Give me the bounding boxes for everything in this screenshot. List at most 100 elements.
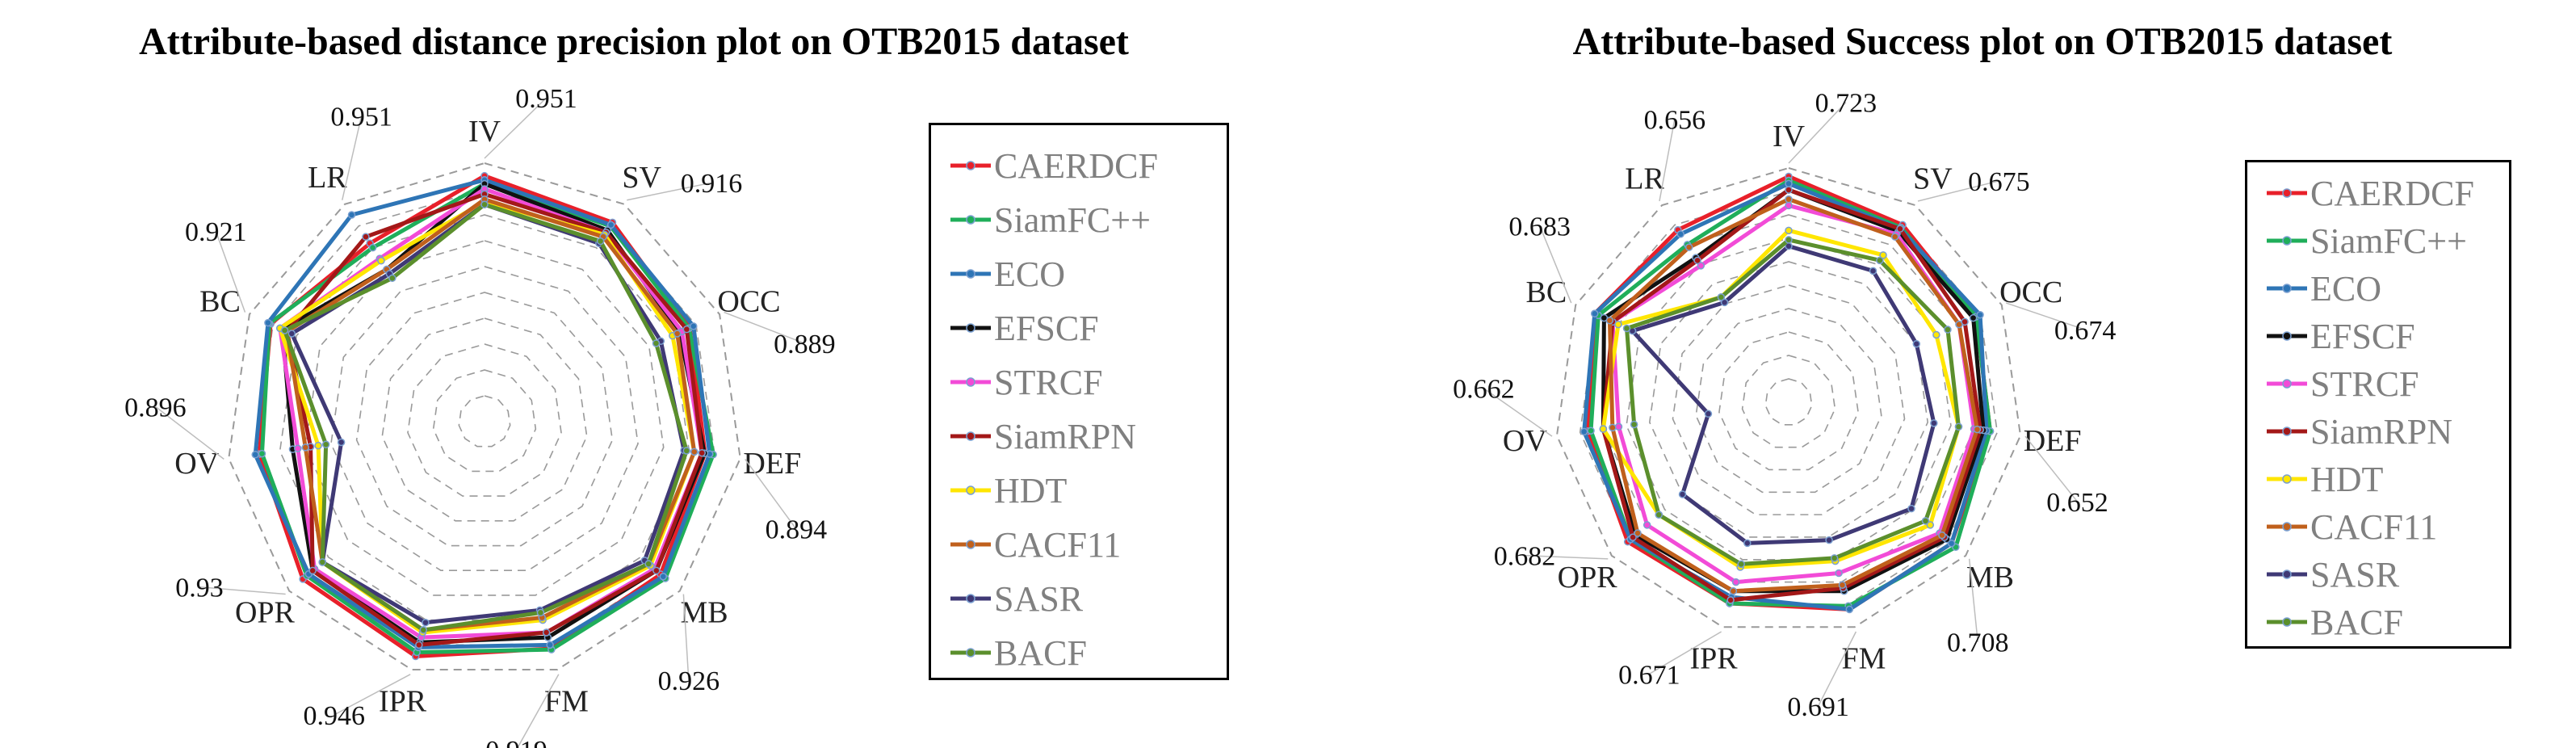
series-point [546,641,554,649]
legend-item: SiamRPN [2247,407,2452,456]
series-point [388,274,396,283]
legend-swatch [950,377,991,387]
series-point [1785,195,1793,204]
series-point [1835,569,1843,578]
value-leader-line [215,230,246,313]
axis-label-fm: FM [1842,642,1886,676]
series-point [1976,310,1984,319]
legend-label: SiamFC++ [2310,221,2467,261]
series-line-hdt [1601,228,1961,569]
value-leader-line [724,311,805,344]
legend-label: ECO [994,254,1065,294]
legend-swatch [2267,617,2307,627]
series-point [1969,313,1978,322]
axis-max-value-iv: 0.723 [1815,89,1877,119]
series-point [1921,517,1930,525]
series-point [536,608,545,617]
series-point [419,626,428,634]
legend-label: SiamFC++ [994,200,1151,240]
series-line-hdt [278,200,697,635]
legend-swatch [2267,427,2307,436]
legend-item: ECO [931,250,1065,298]
legend-label: STRCF [994,362,1103,402]
legend-swatch [2267,331,2307,341]
value-leader-line [682,594,690,681]
axis-label-opr: OPR [1558,561,1618,595]
chart-title-success: Attribute-based Success plot on OTB2015 … [1572,20,2393,63]
series-point [1605,317,1614,325]
legend-label: STRCF [2310,363,2419,404]
axis-max-value-ov: 0.896 [124,393,187,422]
legend-label: CACF11 [2310,506,2438,547]
series-line-siamrpn [1601,187,1982,603]
series-point [1629,533,1637,541]
series-point [1704,410,1713,418]
series-line-bacf [1625,237,1961,566]
axis-label-lr: LR [1625,162,1664,195]
series-point [1737,560,1745,569]
axis-label-opr: OPR [235,596,296,630]
series-point [1955,320,1963,329]
value-leader-line [2024,435,2079,502]
axis-max-value-bc: 0.683 [1508,212,1571,242]
series-point [1655,511,1663,519]
value-leader-line [484,97,547,159]
axis-max-value-mb: 0.708 [1947,628,2009,658]
grid-ring [1555,166,2022,628]
series-point [1930,419,1938,427]
axis-label-iv: IV [468,115,501,149]
axis-label-sv: SV [1913,162,1953,195]
value-leader-line [627,182,712,201]
legend-label: SiamRPN [994,416,1137,456]
radar-chart-precision: IV 0.951 SV 0.916 OCC 0.889 DEF 0.894 MB 0.926 FM 0… [124,84,836,748]
series-point [1684,243,1693,251]
series-point [542,628,551,637]
series-point [682,447,690,455]
axis-max-value-def: 0.652 [2046,488,2108,518]
axis-max-value-fm: 0.919 [485,736,548,748]
legend-item: CAERDCF [2247,169,2474,217]
axis-max-value-bc: 0.921 [185,217,247,247]
legend-item: SASR [931,574,1083,623]
series-point [337,438,346,447]
series-point [1729,586,1738,595]
grid-ring [432,369,537,473]
axis-label-ipr: IPR [379,684,427,718]
series-point [1731,578,1740,586]
series-point [1587,427,1595,435]
series-point [480,200,489,208]
axis-label-occ: OCC [717,284,780,318]
series-point [1876,256,1884,265]
legend-swatch [2267,379,2307,389]
series-point [251,451,259,459]
axis-label-mb: MB [680,596,728,630]
legend-swatch [2267,474,2307,484]
axis-max-value-sv: 0.675 [1968,167,2030,197]
grid-ring [381,317,588,522]
axis-max-value-ov: 0.662 [1453,375,1515,405]
series-line-eco [1582,181,1989,611]
series-point [1693,256,1701,265]
axis-max-value-occ: 0.889 [774,330,836,359]
legend-item: SiamFC++ [2247,216,2467,265]
legend-swatch [2267,236,2307,246]
series-point [1785,201,1793,210]
grid-ring [1741,355,1836,448]
chart-title-precision: Attribute-based distance precision plot … [139,20,1129,63]
series-point [422,618,430,627]
value-leader-line [1788,102,1847,164]
axis-label-bc: BC [1525,275,1567,309]
series-point [1697,262,1705,270]
legend-swatch [950,431,991,441]
legend-label: SiamRPN [2310,411,2453,452]
series-line-sasr [1630,244,1936,545]
legend-label: EFSCF [2310,316,2415,356]
series-point [1879,251,1887,259]
value-leader-line [1817,631,1857,707]
axis-max-value-opr: 0.682 [1494,542,1556,572]
value-leader-line [1524,554,1609,560]
series-line-eco [253,178,712,649]
series-point [1643,521,1651,529]
legend-item: CACF11 [2247,502,2437,551]
legend-item: CAERDCF [931,141,1158,190]
